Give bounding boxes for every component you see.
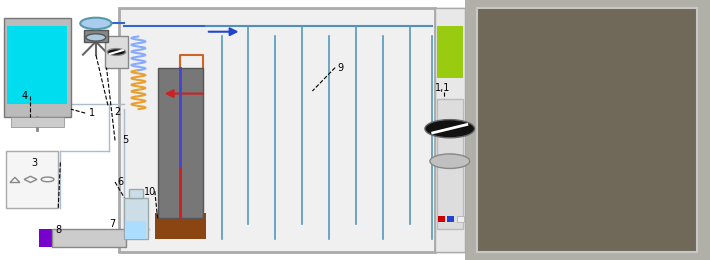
Circle shape	[425, 120, 474, 138]
Bar	[457, 216, 464, 222]
Circle shape	[430, 154, 470, 168]
Bar	[129, 188, 143, 198]
Bar	[39, 229, 52, 247]
Text: 6: 6	[118, 177, 124, 187]
Bar	[0, 0, 465, 260]
Text: 1,1: 1,1	[435, 83, 451, 93]
Bar	[155, 213, 206, 239]
Bar	[437, 99, 463, 229]
Bar	[477, 8, 697, 252]
Bar	[11, 117, 64, 127]
Text: 2: 2	[114, 107, 120, 117]
Bar	[119, 8, 435, 252]
Text: 1: 1	[89, 108, 95, 118]
Text: 8: 8	[56, 225, 62, 235]
Bar	[447, 216, 454, 222]
Bar	[4, 18, 71, 117]
Circle shape	[86, 34, 106, 41]
Text: 4: 4	[22, 91, 28, 101]
Bar	[125, 221, 146, 239]
Bar	[438, 216, 445, 222]
Bar	[124, 198, 148, 239]
Text: 10: 10	[144, 187, 157, 197]
Text: 3: 3	[31, 158, 37, 167]
Bar	[84, 30, 108, 42]
Bar	[7, 26, 67, 104]
Text: 7: 7	[109, 219, 115, 229]
Bar	[52, 229, 126, 247]
Bar	[158, 68, 203, 218]
Bar	[105, 36, 128, 68]
Circle shape	[80, 18, 111, 29]
Bar	[437, 26, 463, 78]
Circle shape	[107, 49, 126, 55]
Bar	[6, 151, 58, 208]
Bar	[465, 0, 710, 260]
Text: 9: 9	[338, 63, 344, 73]
Bar	[435, 8, 465, 252]
Text: 5: 5	[122, 135, 128, 145]
Bar	[435, 8, 464, 252]
